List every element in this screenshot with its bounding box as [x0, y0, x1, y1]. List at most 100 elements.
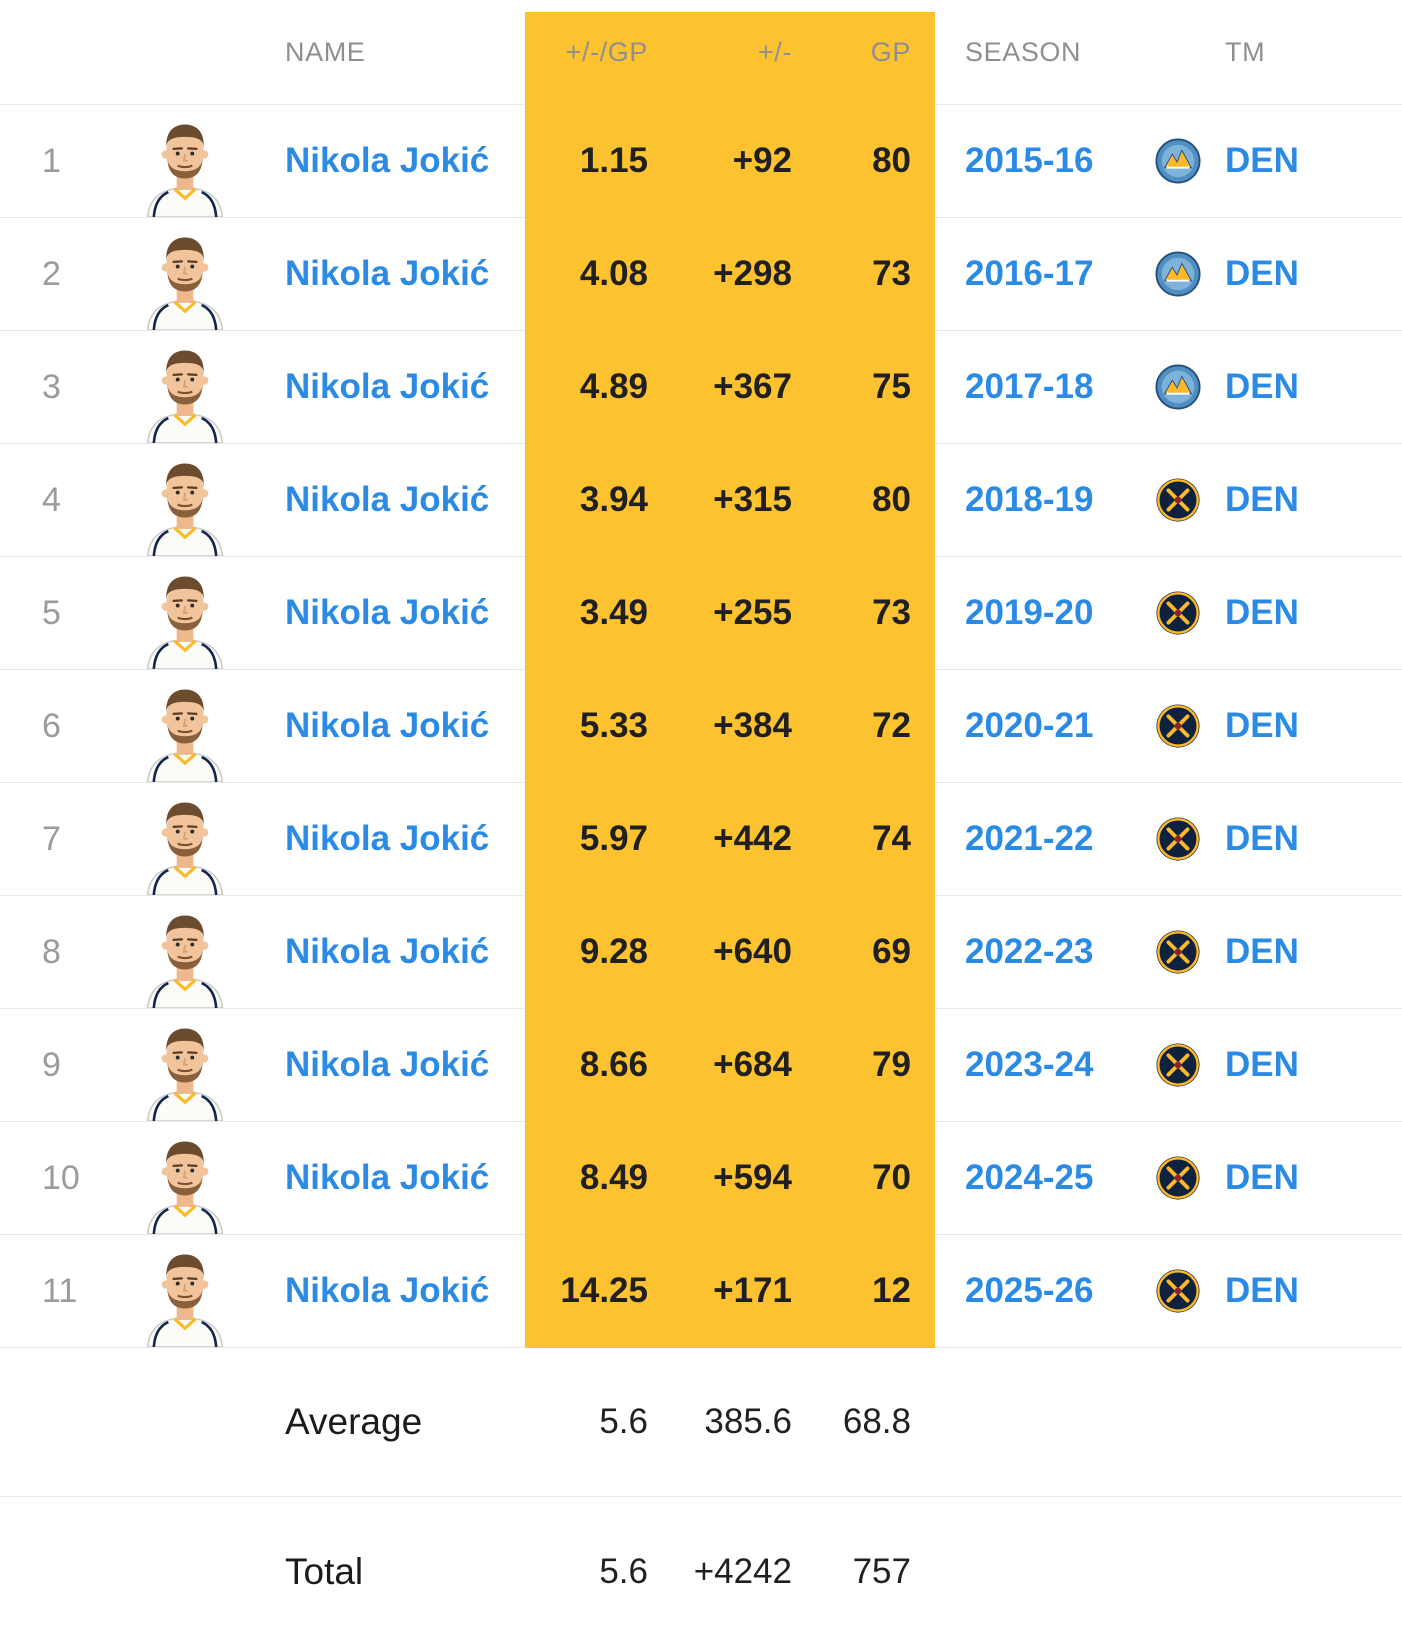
total-pm: +4242: [693, 1552, 792, 1591]
table-header: NAME +/-/GP +/- GP SEASON TM: [0, 0, 1402, 105]
player-name-link[interactable]: Nikola Jokić: [285, 819, 490, 858]
team-logo-icon: [1155, 477, 1201, 523]
team-logo-icon: [1155, 703, 1201, 749]
name-column-header[interactable]: NAME: [285, 36, 366, 67]
pm-per-gp-value: 5.33: [579, 706, 648, 745]
table-row: 2 Nikola Jokić 4.08 +298 73 2016-17 DEN: [0, 218, 1402, 331]
team-link[interactable]: DEN: [1225, 367, 1299, 406]
team-logo-icon: [1155, 590, 1201, 636]
nuggets-logo-icon: [1155, 1155, 1211, 1201]
team-link[interactable]: DEN: [1225, 254, 1299, 293]
pm-per-gp-value: 5.97: [579, 819, 648, 858]
player-avatar[interactable]: [110, 1009, 260, 1121]
rank-number: 10: [42, 1158, 80, 1197]
table-row: 3 Nikola Jokić 4.89 +367 75 2017-18 DEN: [0, 331, 1402, 444]
player-name-link[interactable]: Nikola Jokić: [285, 1045, 490, 1084]
player-name-link[interactable]: Nikola Jokić: [285, 367, 490, 406]
player-avatar[interactable]: [110, 557, 260, 669]
player-portrait-icon: [126, 1017, 244, 1121]
pm-per-gp-value: 4.08: [579, 254, 648, 293]
gp-value: 80: [872, 480, 911, 519]
team-link[interactable]: DEN: [1225, 932, 1299, 971]
player-avatar[interactable]: [110, 896, 260, 1008]
team-link[interactable]: DEN: [1225, 1158, 1299, 1197]
team-logo-icon: [1155, 364, 1201, 410]
pm-column-header[interactable]: +/-: [757, 36, 792, 67]
rank-number: 8: [42, 932, 61, 971]
player-name-link[interactable]: Nikola Jokić: [285, 1271, 490, 1310]
pm-per-gp-value: 8.66: [579, 1045, 648, 1084]
table-body: 1 Nikola Jokić 1.15 +92 80 2015-16 DEN 2…: [0, 105, 1402, 1348]
player-name-link[interactable]: Nikola Jokić: [285, 141, 490, 180]
season-link[interactable]: 2024-25: [965, 1158, 1094, 1197]
gp-value: 69: [872, 932, 911, 971]
team-link[interactable]: DEN: [1225, 141, 1299, 180]
average-label: Average: [285, 1401, 423, 1442]
gp-value: 75: [872, 367, 911, 406]
player-avatar[interactable]: [110, 105, 260, 217]
total-avatar-spacer: [110, 1497, 260, 1647]
team-logo-icon: [1155, 816, 1201, 862]
season-link[interactable]: 2025-26: [965, 1271, 1094, 1310]
nuggets-logo-icon: [1155, 251, 1211, 297]
season-link[interactable]: 2018-19: [965, 480, 1094, 519]
season-link[interactable]: 2019-20: [965, 593, 1094, 632]
player-avatar[interactable]: [110, 670, 260, 782]
season-link[interactable]: 2022-23: [965, 932, 1094, 971]
player-name-link[interactable]: Nikola Jokić: [285, 706, 490, 745]
highlight-band: [525, 12, 935, 1348]
season-link[interactable]: 2016-17: [965, 254, 1094, 293]
team-link[interactable]: DEN: [1225, 1271, 1299, 1310]
player-avatar[interactable]: [110, 331, 260, 443]
player-avatar[interactable]: [110, 1122, 260, 1234]
player-avatar[interactable]: [110, 218, 260, 330]
team-link[interactable]: DEN: [1225, 819, 1299, 858]
nuggets-logo-icon: [1155, 929, 1211, 975]
team-logo-icon: [1155, 929, 1201, 975]
pm-per-gp-column-header[interactable]: +/-/GP: [565, 36, 648, 67]
rank-number: 4: [42, 480, 61, 519]
player-avatar[interactable]: [110, 783, 260, 895]
season-link[interactable]: 2020-21: [965, 706, 1094, 745]
gp-value: 74: [872, 819, 911, 858]
gp-column-header[interactable]: GP: [870, 36, 911, 67]
season-link[interactable]: 2015-16: [965, 141, 1094, 180]
player-name-link[interactable]: Nikola Jokić: [285, 480, 490, 519]
tm-column-header[interactable]: TM: [1225, 36, 1266, 67]
nuggets-logo-icon: [1155, 1268, 1211, 1314]
team-logo-icon: [1155, 1268, 1201, 1314]
rank-number: 7: [42, 819, 61, 858]
table-row: 4 Nikola Jokić 3.94 +315 80 2018-19 DEN: [0, 444, 1402, 557]
player-name-link[interactable]: Nikola Jokić: [285, 932, 490, 971]
average-pm: 385.6: [704, 1402, 792, 1441]
player-name-link[interactable]: Nikola Jokić: [285, 254, 490, 293]
season-link[interactable]: 2021-22: [965, 819, 1094, 858]
total-label: Total: [285, 1551, 364, 1592]
player-portrait-icon: [126, 678, 244, 782]
season-column-header[interactable]: SEASON: [965, 36, 1082, 67]
rank-number: 6: [42, 706, 61, 745]
player-portrait-icon: [126, 339, 244, 443]
player-name-link[interactable]: Nikola Jokić: [285, 593, 490, 632]
season-link[interactable]: 2023-24: [965, 1045, 1094, 1084]
nuggets-logo-icon: [1155, 816, 1211, 862]
player-avatar[interactable]: [110, 444, 260, 556]
rank-number: 5: [42, 593, 61, 632]
player-portrait-icon: [126, 1130, 244, 1234]
pm-per-gp-value: 1.15: [579, 141, 648, 180]
pm-per-gp-value: 14.25: [560, 1271, 648, 1310]
player-name-link[interactable]: Nikola Jokić: [285, 1158, 490, 1197]
gp-value: 80: [872, 141, 911, 180]
team-link[interactable]: DEN: [1225, 1045, 1299, 1084]
team-logo-icon: [1155, 1042, 1201, 1088]
table-row: 9 Nikola Jokić 8.66 +684 79 2023-24 DEN: [0, 1009, 1402, 1122]
team-link[interactable]: DEN: [1225, 593, 1299, 632]
team-link[interactable]: DEN: [1225, 480, 1299, 519]
team-link[interactable]: DEN: [1225, 706, 1299, 745]
total-row: Total 5.6 +4242 757: [0, 1497, 1402, 1647]
player-portrait-icon: [126, 565, 244, 669]
player-avatar[interactable]: [110, 1235, 260, 1347]
pm-per-gp-value: 9.28: [579, 932, 648, 971]
season-link[interactable]: 2017-18: [965, 367, 1094, 406]
